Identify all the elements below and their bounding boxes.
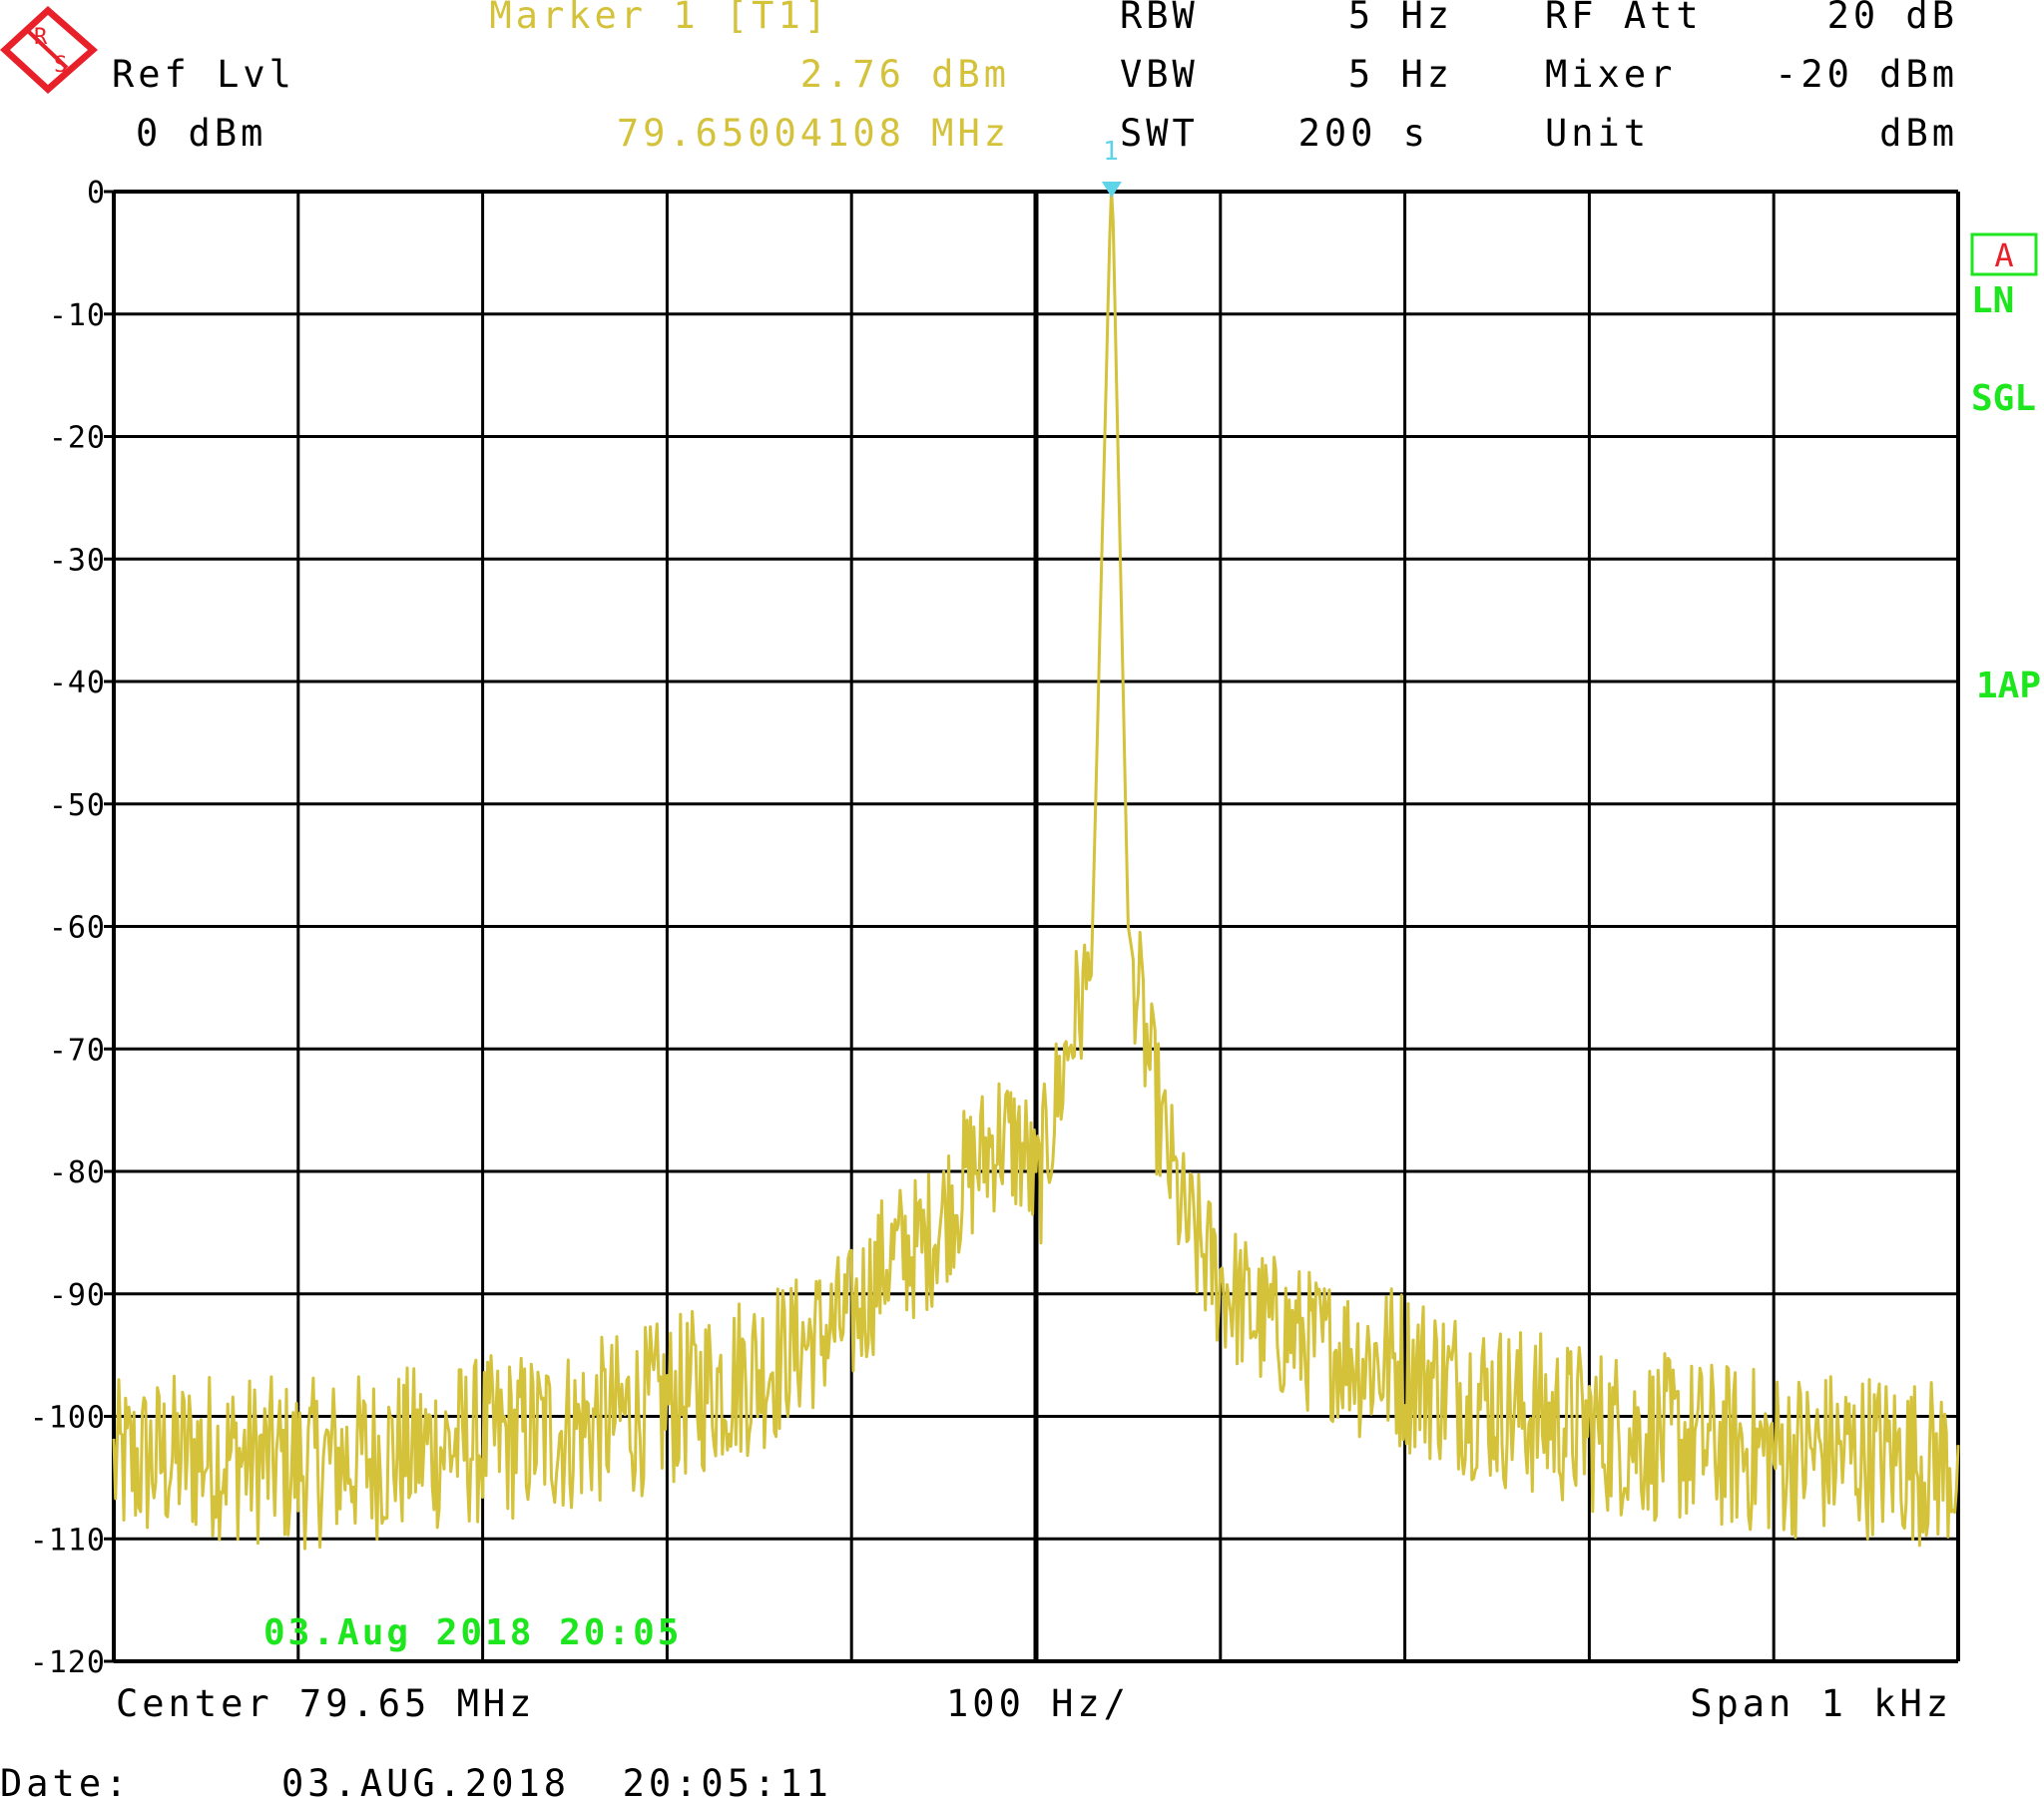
vbw-label: VBW bbox=[1120, 53, 1199, 96]
mixer-value: -20 dBm bbox=[1775, 53, 1958, 96]
y-tick-label: -30 bbox=[49, 543, 106, 578]
center-frequency: Center 79.65 MHz bbox=[116, 1682, 535, 1725]
y-tick-label: -40 bbox=[49, 666, 106, 700]
y-tick-label: -20 bbox=[49, 421, 106, 456]
trace-indicator-letter: A bbox=[1994, 236, 2013, 274]
y-tick-label: -80 bbox=[49, 1155, 106, 1190]
ref-level-label: Ref Lvl bbox=[112, 53, 295, 96]
y-tick-label: 0 bbox=[87, 176, 106, 211]
rbw-label: RBW bbox=[1120, 0, 1199, 37]
marker-number: 1 bbox=[1103, 137, 1119, 167]
marker-frequency: 79.65004108 MHz bbox=[617, 112, 1010, 155]
unit-label: Unit bbox=[1545, 112, 1650, 155]
y-tick-label: -90 bbox=[49, 1278, 106, 1313]
y-tick-label: -110 bbox=[30, 1523, 106, 1558]
y-tick-label: -70 bbox=[49, 1033, 106, 1068]
y-tick-label: -60 bbox=[49, 911, 106, 946]
y-tick-label: -10 bbox=[49, 298, 106, 333]
spectrum-trace bbox=[112, 188, 1960, 1551]
y-tick-labels: 0 -10 -20 -30 -40 -50 -60 -70 -80 -90 -100 -110 -120 bbox=[30, 176, 114, 1680]
logo-letter-r: R bbox=[34, 25, 48, 50]
vbw-value: 5 Hz bbox=[1348, 53, 1453, 96]
swt-label: SWT bbox=[1120, 112, 1199, 155]
trace-indicator-box bbox=[1970, 232, 2038, 276]
logo-letter-s: S bbox=[54, 53, 67, 78]
date-label: Date: bbox=[0, 1762, 131, 1798]
detector-indicator: 1AP bbox=[1976, 666, 2041, 706]
y-tick-label: -100 bbox=[30, 1401, 106, 1436]
unit-value: dBm bbox=[1879, 112, 1958, 155]
swt-value: 200 s bbox=[1298, 112, 1429, 155]
marker-title: Marker 1 [T1] bbox=[489, 0, 830, 37]
sgl-indicator: SGL bbox=[1971, 378, 2036, 419]
marker-level: 2.76 dBm bbox=[800, 53, 1010, 96]
span: Span 1 kHz bbox=[1690, 1682, 1952, 1725]
marker-1: 1 bbox=[1101, 137, 1122, 198]
rohde-schwarz-logo: R S bbox=[0, 6, 98, 94]
rbw-value: 5 Hz bbox=[1348, 0, 1453, 37]
timestamp-overlay: 03.Aug 2018 20:05 bbox=[263, 1612, 682, 1653]
rf-att-value: 20 dB bbox=[1827, 0, 1958, 37]
date-value: 03.AUG.2018 20:05:11 bbox=[281, 1762, 832, 1798]
marker-triangle bbox=[1101, 182, 1122, 198]
per-division: 100 Hz/ bbox=[946, 1682, 1130, 1725]
y-tick-label: -50 bbox=[49, 788, 106, 823]
ref-level-value: 0 dBm bbox=[136, 112, 266, 155]
mixer-label: Mixer bbox=[1545, 53, 1676, 96]
ln-indicator: LN bbox=[1971, 280, 2014, 321]
y-tick-label: -120 bbox=[30, 1645, 106, 1680]
rf-att-label: RF Att bbox=[1545, 0, 1703, 37]
